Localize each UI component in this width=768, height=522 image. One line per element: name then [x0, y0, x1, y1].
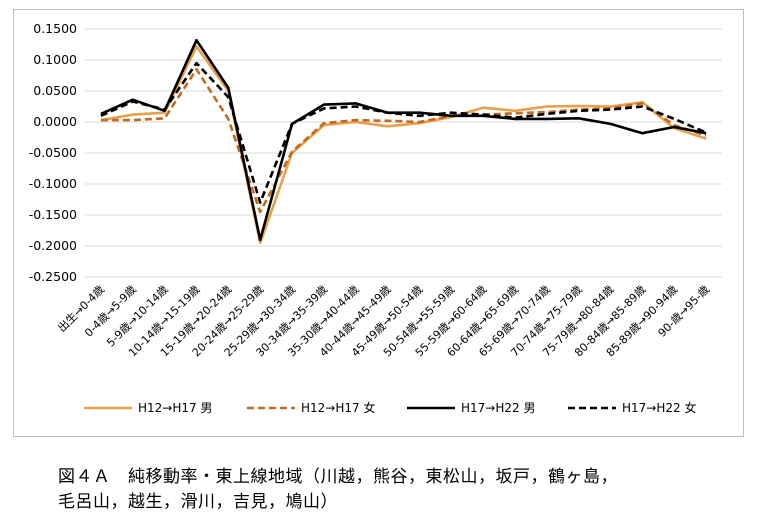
legend-label-3: H17→H22 男 [461, 401, 535, 415]
line-chart: 0.1500 0.1000 0.0500 0.0000 -0.0500 -0.1000 -0… [29, 21, 722, 415]
figure-caption: 図４Ａ 純移動率・東上線地域（川越，熊谷，東松山，坂戸，鶴ヶ島， 毛呂山，越生，… [58, 465, 748, 515]
y-tick-label: 0.0500 [33, 83, 77, 98]
y-axis-ticks: 0.1500 0.1000 0.0500 0.0000 -0.0500 -0.1000 -0… [29, 21, 77, 284]
legend-label-2: H12→H17 女 [301, 400, 375, 415]
y-tick-label: -0.1000 [29, 176, 77, 191]
legend-label-1: H12→H17 男 [138, 401, 212, 415]
chart-frame: 0.1500 0.1000 0.0500 0.0000 -0.0500 -0.1000 -0… [13, 9, 744, 437]
caption-line-2: 毛呂山，越生，滑川，吉見，鳩山） [58, 492, 338, 512]
legend-label-4: H17→H22 女 [622, 400, 696, 415]
y-tick-label: 0.1500 [33, 21, 77, 36]
caption-line-1: 図４Ａ 純移動率・東上線地域（川越，熊谷，東松山，坂戸，鶴ヶ島， [58, 467, 618, 487]
gridlines [85, 28, 722, 278]
y-tick-label: -0.2000 [29, 238, 77, 253]
x-axis-ticks: 出生→0-4歳0-4歳→5-9歳5-9歳→10-14歳10-14歳→15-19歳… [55, 282, 713, 359]
legend: H12→H17 男 H12→H17 女 H17→H22 男 H17→H22 女 [84, 400, 696, 415]
series-line-3 [100, 38, 707, 242]
series-lines [100, 38, 707, 245]
y-tick-label: -0.2500 [29, 269, 77, 284]
y-tick-label: 0.0000 [33, 114, 77, 129]
series-line-1 [100, 45, 707, 245]
series-line-4 [100, 61, 707, 204]
y-tick-label: 0.1000 [33, 52, 77, 67]
y-tick-label: -0.1500 [29, 207, 77, 222]
y-tick-label: -0.0500 [29, 145, 77, 160]
